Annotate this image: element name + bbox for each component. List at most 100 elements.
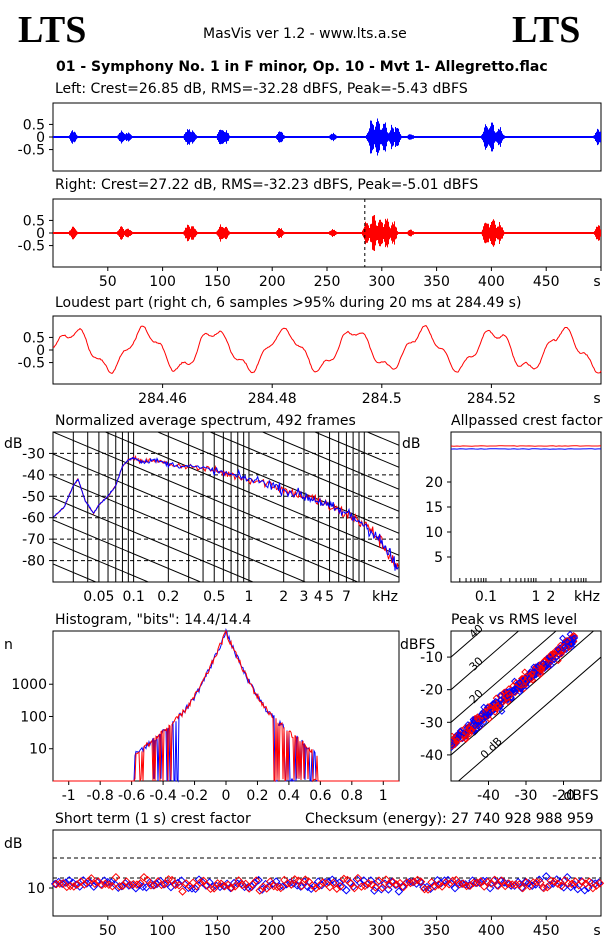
slope-line <box>53 475 307 582</box>
y-tick-label: -0.5 <box>18 143 45 159</box>
y-tick-label: 1000 <box>11 677 47 693</box>
crest-point <box>143 875 152 885</box>
scatter-point <box>462 728 470 737</box>
crest-point <box>381 875 391 884</box>
crest-point <box>108 882 117 891</box>
y-tick-label: 5 <box>434 550 443 566</box>
crest-point <box>367 880 377 889</box>
x-tick-label: -1 <box>62 788 76 804</box>
y-tick-label: -20 <box>420 683 443 699</box>
diag-label: 20 <box>467 687 486 706</box>
x-tick-label: 284.46 <box>138 391 187 407</box>
crest-point <box>205 878 214 887</box>
crest-point <box>360 881 370 891</box>
crest-point <box>378 883 387 892</box>
scatter-point <box>452 739 460 747</box>
diag-line <box>451 631 557 723</box>
y-tick-label: 15 <box>425 500 443 516</box>
x-tick-label: 300 <box>368 923 395 939</box>
x-tick-label: 200 <box>259 274 286 290</box>
scatter-point <box>550 656 558 664</box>
y-tick-label: -70 <box>22 532 45 548</box>
scatter-point <box>554 645 562 653</box>
crest-point <box>458 879 468 888</box>
y-tick-label: -0.5 <box>18 356 45 372</box>
slope-line <box>53 586 399 731</box>
histogram-frame <box>52 630 400 782</box>
crest-point <box>241 879 250 889</box>
crest-point <box>294 876 303 885</box>
crest-point <box>73 880 82 889</box>
y-tick-label: 10 <box>29 742 47 758</box>
slope-line <box>53 563 98 582</box>
x-tick-label: 100 <box>149 923 176 939</box>
crest-point <box>567 879 577 889</box>
crest-point <box>364 879 373 888</box>
y-tick-label: 100 <box>20 709 47 725</box>
y-tick-label: 0.5 <box>23 330 45 346</box>
x-tick-label: 50 <box>99 923 117 939</box>
crest-point <box>563 872 572 882</box>
scatter-point <box>471 722 479 730</box>
scatter-point <box>569 635 577 643</box>
crest-point <box>227 883 236 893</box>
scatter-point <box>507 695 515 703</box>
scatter-point <box>563 638 571 646</box>
slope-line <box>53 652 399 797</box>
allpass-frame <box>450 431 602 583</box>
scatter-point <box>527 675 535 683</box>
crest-point <box>199 876 208 886</box>
left-channel-label: Left: Crest=26.85 dB, RMS=-32.28 dBFS, P… <box>55 81 468 97</box>
x-tick-label: 0.4 <box>278 788 300 804</box>
scatter-point <box>547 650 555 658</box>
x-tick-label: -0.2 <box>181 788 208 804</box>
crest-point <box>434 880 443 889</box>
x-unit-label: dBFS <box>563 788 598 804</box>
slope-line <box>53 497 255 582</box>
y-tick-label: -50 <box>22 489 45 505</box>
x-tick-label: kHz <box>372 589 398 605</box>
crest-point <box>111 872 121 882</box>
scatter-point <box>545 653 553 661</box>
crest-point <box>64 876 74 885</box>
logo-left: LTS <box>18 9 87 51</box>
crest-point <box>195 878 205 887</box>
x-tick-label: 1 <box>244 589 253 605</box>
x-tick-label: 250 <box>314 274 341 290</box>
scatter-point <box>493 702 501 710</box>
x-tick-label: 7 <box>342 589 351 605</box>
diag-label: 30 <box>467 654 486 673</box>
peakrms-diagonals <box>451 631 601 781</box>
crest-point <box>476 877 485 886</box>
x-tick-label: 0.1 <box>475 589 497 605</box>
crest-point <box>174 881 184 890</box>
crest-point <box>272 882 282 892</box>
y-tick-label: 20 <box>425 475 443 491</box>
crest-point <box>492 881 502 890</box>
x-tick-label: 3 <box>300 589 309 605</box>
y-tick-label: 10 <box>425 525 443 541</box>
right-channel-label: Right: Crest=27.22 dB, RMS=-32.23 dBFS, … <box>55 177 479 193</box>
crest-point <box>237 880 247 890</box>
scatter-point <box>552 653 560 661</box>
y-tick-label: -60 <box>22 511 45 527</box>
scatter-point <box>530 668 538 676</box>
y-tick-label: -10 <box>420 650 443 666</box>
file-title: 01 - Symphony No. 1 in F minor, Op. 10 -… <box>56 59 548 75</box>
crest-point <box>553 879 563 888</box>
crest-point <box>308 881 317 890</box>
y-tick-label: 0.5 <box>23 213 45 229</box>
x-tick-label: 400 <box>478 274 505 290</box>
short-term-frame <box>52 829 602 917</box>
x-tick-label: 150 <box>204 923 231 939</box>
x-tick-label: 1 <box>531 589 540 605</box>
crest-point <box>588 883 598 893</box>
crest-point <box>357 882 366 891</box>
slope-line <box>53 278 399 423</box>
allpass-label: Allpassed crest factor <box>451 413 603 429</box>
x-tick-label: -40 <box>477 788 500 804</box>
y-unit-label: dB <box>4 436 23 452</box>
x-tick-label: 250 <box>314 923 341 939</box>
crest-point <box>546 876 556 885</box>
